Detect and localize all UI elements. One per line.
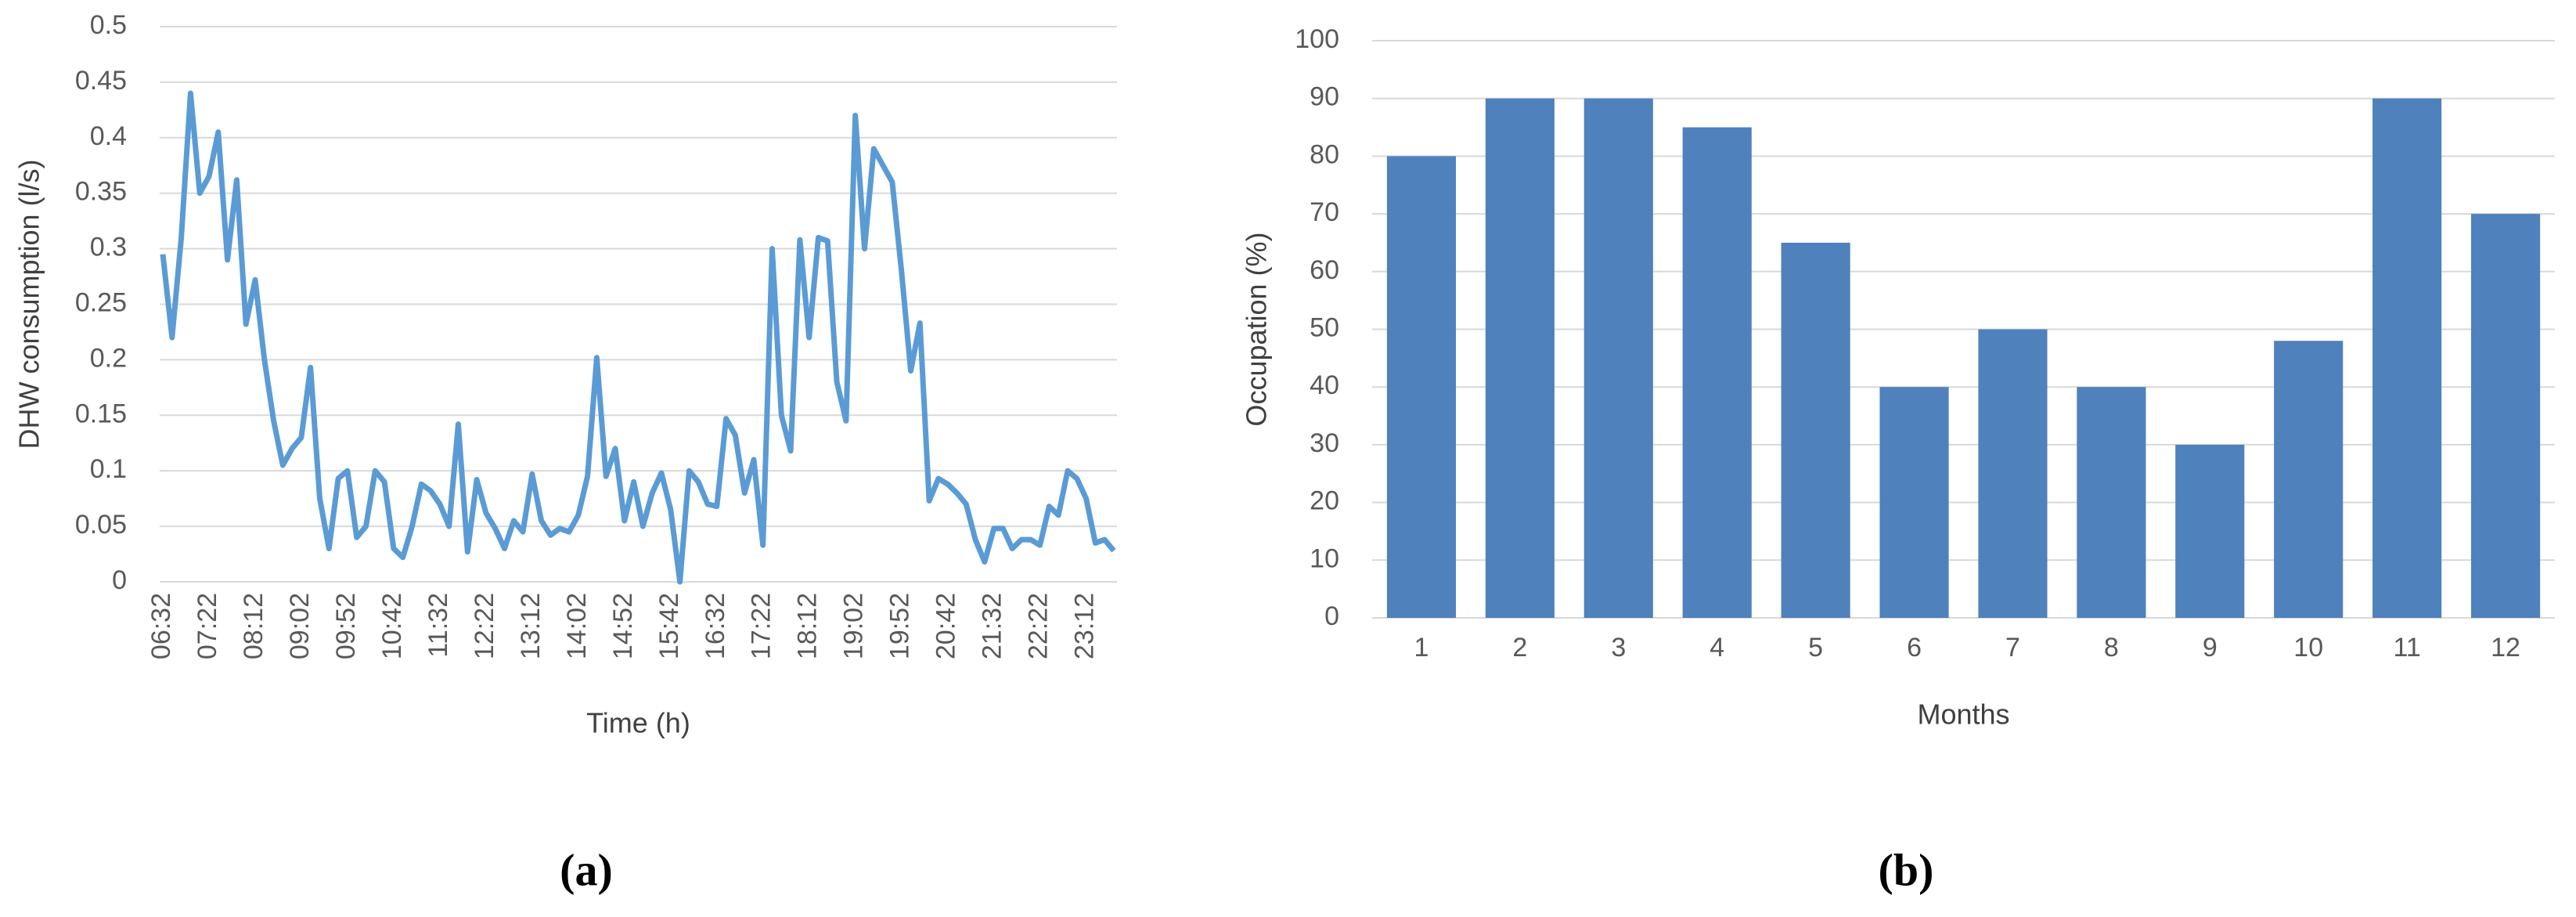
bar — [1781, 242, 1850, 618]
y-tick-label: 0.3 — [90, 233, 127, 262]
y-axis-title: DHW consumption (l/s) — [13, 159, 45, 449]
bar — [1386, 156, 1457, 618]
y-tick-label: 60 — [1310, 255, 1339, 285]
y-tick-label: 90 — [1310, 82, 1339, 112]
x-tick-label: 08:12 — [239, 593, 268, 659]
x-tick-label: 19:52 — [885, 593, 915, 659]
y-tick-label: 70 — [1310, 197, 1339, 227]
x-tick-label: 3 — [1611, 633, 1626, 662]
x-tick-label: 15:42 — [654, 593, 684, 659]
y-tick-label: 0.45 — [75, 66, 127, 96]
bar — [1978, 329, 2048, 618]
x-tick-label: 6 — [1907, 633, 1922, 662]
y-tick-label: 0.05 — [75, 510, 127, 540]
x-tick-label: 22:22 — [1024, 593, 1054, 659]
bar — [2077, 387, 2146, 618]
x-tick-label: 19:02 — [839, 593, 869, 659]
x-axis-title: Time (h) — [586, 707, 690, 739]
x-tick-label: 18:12 — [793, 593, 823, 659]
bar — [2274, 341, 2344, 618]
x-tick-label: 1 — [1414, 633, 1429, 662]
x-tick-label: 12 — [2491, 633, 2520, 662]
x-tick-label: 11 — [2393, 633, 2420, 662]
bar — [1682, 127, 1752, 619]
x-tick-label: 09:52 — [331, 593, 361, 659]
caption: (a) — [560, 844, 613, 895]
x-tick-label: 17:22 — [747, 593, 776, 659]
y-tick-label: 50 — [1310, 312, 1339, 342]
y-tick-label: 0.15 — [75, 399, 127, 428]
x-tick-label: 09:02 — [285, 593, 315, 659]
y-tick-label: 80 — [1310, 139, 1339, 169]
line-series — [160, 90, 1116, 585]
bar — [1879, 387, 1949, 618]
x-tick-label: 9 — [2203, 633, 2218, 662]
y-tick-label: 0.2 — [90, 343, 127, 373]
y-tick-label: 0.25 — [75, 287, 127, 317]
y-tick-label: 10 — [1310, 543, 1339, 573]
x-tick-label: 8 — [2104, 633, 2119, 662]
y-tick-label: 30 — [1310, 428, 1339, 458]
x-tick-label: 14:52 — [608, 593, 638, 659]
x-tick-label: 07:22 — [193, 593, 222, 659]
x-tick-label: 10 — [2293, 633, 2323, 662]
caption: (b) — [1879, 844, 1934, 895]
x-tick-label: 10:42 — [377, 593, 407, 659]
x-tick-label: 06:32 — [146, 593, 176, 659]
x-tick-label: 5 — [1808, 633, 1823, 662]
y-tick-label: 0.5 — [90, 10, 127, 40]
bar — [2470, 214, 2541, 619]
y-tick-label: 0 — [112, 565, 127, 595]
x-axis-title: Months — [1917, 699, 2009, 731]
x-tick-label: 21:32 — [978, 593, 1007, 659]
bar — [1485, 98, 1555, 618]
x-tick-label: 4 — [1710, 633, 1724, 662]
x-tick-label: 7 — [2005, 633, 2020, 662]
x-tick-label: 13:12 — [516, 593, 546, 659]
y-axis-title: Occupation (%) — [1241, 232, 1273, 426]
y-tick-label: 0.35 — [75, 177, 127, 207]
x-tick-label: 11:32 — [423, 593, 453, 658]
y-tick-label: 0.1 — [90, 454, 127, 484]
x-tick-label: 20:42 — [931, 593, 961, 659]
x-tick-label: 12:22 — [470, 593, 499, 659]
y-tick-label: 40 — [1310, 370, 1339, 400]
bar — [1583, 98, 1653, 618]
bar — [2175, 444, 2245, 618]
x-tick-label: 2 — [1512, 633, 1527, 662]
x-tick-label: 16:32 — [701, 593, 730, 659]
y-tick-label: 0 — [1324, 601, 1339, 631]
y-tick-label: 0.4 — [90, 121, 127, 151]
x-tick-label: 14:02 — [562, 593, 592, 659]
x-tick-label: 23:12 — [1070, 593, 1100, 659]
y-tick-label: 100 — [1295, 24, 1339, 54]
y-tick-label: 20 — [1310, 486, 1339, 516]
bar — [2372, 98, 2442, 618]
